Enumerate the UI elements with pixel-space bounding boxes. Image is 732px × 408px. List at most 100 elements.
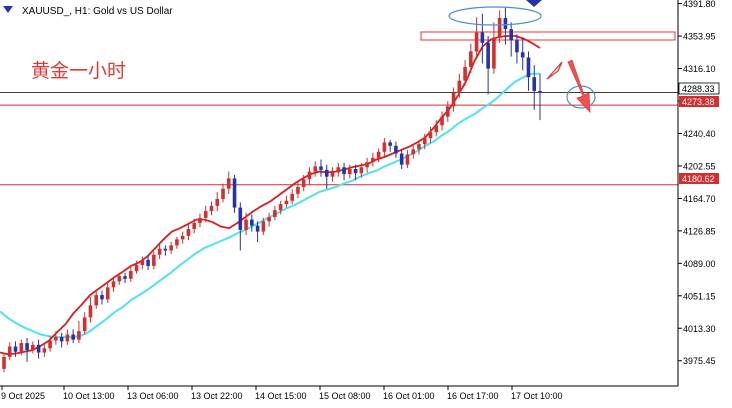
candle <box>54 331 58 345</box>
x-tick-label: 15 Oct 08:00 <box>319 391 371 401</box>
candle-body <box>445 106 450 117</box>
candle <box>463 60 467 86</box>
candle <box>492 22 496 74</box>
candle <box>13 341 18 357</box>
y-tick-label: 4089.00 <box>683 259 716 269</box>
candle-body <box>261 221 266 232</box>
candle-body <box>434 125 439 133</box>
candle <box>65 329 70 345</box>
candle <box>123 272 127 284</box>
candle-body <box>440 116 444 126</box>
candle-body <box>250 219 254 226</box>
top-marker-triangle-icon <box>526 0 542 7</box>
candle <box>226 171 231 194</box>
candle <box>417 139 421 155</box>
candle-body <box>192 223 196 230</box>
candle <box>342 162 346 181</box>
candle-body <box>209 205 214 212</box>
candle <box>244 212 248 236</box>
chart-title: XAUUSD_, H1: Gold vs US Dollar <box>22 6 173 17</box>
candle-body <box>175 239 179 246</box>
candle-body <box>82 317 87 332</box>
candle-body <box>273 210 277 218</box>
candle <box>440 111 444 131</box>
candle-body <box>492 37 496 69</box>
candle <box>434 120 439 137</box>
candle-body <box>232 178 237 208</box>
candle-body <box>65 334 70 342</box>
candle-body <box>59 337 64 342</box>
candle-body <box>486 42 490 69</box>
candle <box>394 141 398 158</box>
x-tick-label: 10 Oct 13:00 <box>63 391 115 401</box>
candle-body <box>313 166 318 172</box>
candle <box>31 341 35 354</box>
candle-body <box>100 295 104 300</box>
x-tick-label: 13 Oct 22:00 <box>191 391 243 401</box>
candle <box>371 152 375 167</box>
candle <box>180 231 185 244</box>
candle <box>221 183 225 203</box>
candle-body <box>36 344 41 353</box>
candle-body <box>469 51 473 67</box>
candle <box>255 221 260 242</box>
candle-body <box>342 167 346 175</box>
candle <box>348 164 352 179</box>
candle-body <box>457 80 462 93</box>
candle-body <box>244 219 248 230</box>
candle <box>388 139 392 152</box>
candle-body <box>226 178 231 189</box>
triangle-down-icon[interactable] <box>3 6 13 13</box>
candle-body <box>324 169 329 177</box>
candle <box>538 73 542 121</box>
resistance-zone-box[interactable] <box>420 31 676 41</box>
candle-body <box>296 186 300 194</box>
candle-body <box>157 248 162 255</box>
candle <box>532 65 537 110</box>
candle <box>169 241 173 254</box>
current-price-tag <box>678 82 720 95</box>
candle <box>469 43 473 73</box>
current-price-label: 4288.33 <box>682 84 715 94</box>
candle <box>445 101 450 122</box>
candle <box>376 148 381 163</box>
candle <box>480 13 485 64</box>
candle <box>36 339 41 359</box>
candle-body <box>128 271 133 279</box>
x-tick-label: 17 Oct 10:00 <box>511 391 563 401</box>
candle <box>515 34 519 64</box>
candle-body <box>2 356 6 369</box>
candle-body <box>221 188 225 200</box>
candle <box>273 205 277 221</box>
candle-body <box>301 179 306 187</box>
candle-body <box>123 276 127 279</box>
candle-body <box>238 207 243 230</box>
candle <box>382 138 387 157</box>
candle <box>290 189 294 205</box>
candle-body <box>394 145 398 154</box>
candle-body <box>198 217 202 224</box>
candle <box>100 290 104 305</box>
top-highlight-ellipse[interactable] <box>448 6 542 26</box>
candle-body <box>509 29 513 41</box>
candle <box>353 164 358 181</box>
candle-body <box>31 344 35 350</box>
candle <box>503 7 508 45</box>
candle <box>82 312 87 335</box>
candle <box>77 320 81 344</box>
candle-body <box>134 265 139 272</box>
candle <box>324 164 329 189</box>
candle-body <box>54 337 58 341</box>
y-tick-label: 4013.30 <box>683 324 716 334</box>
candle-body <box>13 346 18 352</box>
candle <box>267 212 271 227</box>
candle-body <box>520 52 525 58</box>
candle-body <box>526 57 531 78</box>
candle <box>284 195 289 208</box>
candle <box>198 213 202 228</box>
ma-fast-line <box>0 35 541 356</box>
candle <box>25 337 29 362</box>
y-tick-label: 4051.15 <box>683 291 716 301</box>
candle-body <box>503 18 508 30</box>
